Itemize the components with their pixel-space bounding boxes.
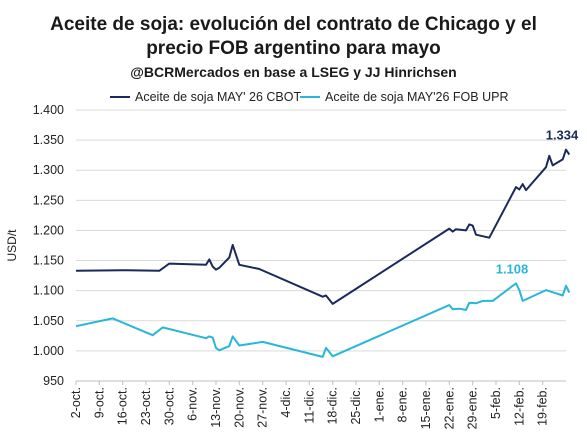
x-tick-label: 1-ene. xyxy=(372,387,386,422)
x-tick-label: 20-nov. xyxy=(232,387,246,428)
legend-cbot-label: Aceite de soja MAY' 26 CBOT xyxy=(135,90,301,104)
x-tick-label: 30-oct. xyxy=(162,387,176,425)
x-tick-label: 13-nov. xyxy=(209,387,223,428)
y-tick-label: 1.400 xyxy=(33,103,64,117)
data-label-cbot: 1.334 xyxy=(546,128,579,143)
y-tick-label: 1.250 xyxy=(33,193,64,207)
x-tick-label: 23-oct. xyxy=(139,387,153,425)
y-axis-label: USD/t xyxy=(5,229,19,262)
chart-subtitle: @BCRMercados en base a LSEG y JJ Hinrich… xyxy=(130,64,457,80)
x-tick-label: 25-dic. xyxy=(349,387,363,425)
x-tick-label: 22-ene. xyxy=(442,387,456,429)
x-tick-label: 15-ene. xyxy=(419,387,433,429)
y-tick-label: 1.350 xyxy=(33,133,64,147)
x-tick-label: 18-dic. xyxy=(326,387,340,425)
legend-fob-label: Aceite de soja MAY'26 FOB UPR xyxy=(325,90,508,104)
x-tick-label: 8-ene. xyxy=(396,387,410,422)
x-tick-label: 4-dic. xyxy=(279,387,293,418)
y-tick-label: 950 xyxy=(43,374,64,388)
x-tick-label: 9-oct. xyxy=(92,387,106,418)
x-tick-label: 16-oct. xyxy=(116,387,130,425)
x-tick-label: 19-feb. xyxy=(536,387,550,426)
x-tick-label: 11-dic. xyxy=(302,387,316,424)
series-line-cbot xyxy=(75,148,571,305)
data-label-fob: 1.108 xyxy=(496,261,529,276)
y-tick-label: 1.200 xyxy=(33,223,64,237)
x-tick-label: 27-nov. xyxy=(256,387,270,428)
y-tick-label: 1.100 xyxy=(33,284,64,298)
x-tick-label: 12-feb. xyxy=(512,387,526,426)
y-tick-label: 1.050 xyxy=(33,314,64,328)
chart-title-line1: Aceite de soja: evolución del contrato d… xyxy=(50,14,537,35)
x-tick-label: 29-ene. xyxy=(466,387,480,429)
series-line-fob xyxy=(75,282,571,358)
x-tick-label: 2-oct. xyxy=(69,387,83,418)
chart-title-line2: precio FOB argentino para mayo xyxy=(146,38,441,59)
y-tick-label: 1.300 xyxy=(33,163,64,177)
x-tick-label: 6-nov. xyxy=(186,387,200,421)
x-tick-label: 5-feb. xyxy=(489,387,503,419)
y-tick-label: 1.150 xyxy=(33,254,64,268)
y-tick-label: 1.000 xyxy=(33,344,64,358)
